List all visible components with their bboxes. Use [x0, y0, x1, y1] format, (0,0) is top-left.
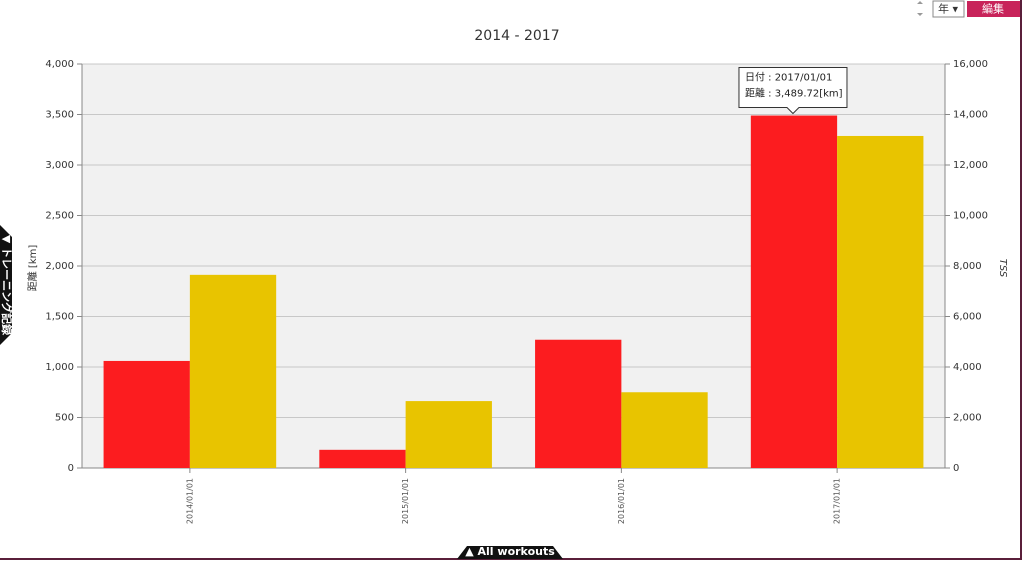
x-tick-label: 2015/01/01	[401, 478, 410, 524]
y-tick-label: 3,500	[45, 110, 74, 121]
edit-button[interactable]	[967, 1, 1020, 17]
tooltip: 日付 : 2017/01/01 距離 : 3,489.72[km]	[738, 67, 848, 115]
side-tab-text: ▼ トレーニング記録	[0, 235, 14, 336]
y2-tick-label: 0	[953, 463, 959, 474]
year-select-text: 年 ▾	[938, 2, 958, 16]
y-axis-label: 距離 [km]	[26, 245, 39, 292]
y2-tick-label: 4,000	[953, 362, 982, 373]
y-tick-label: 500	[55, 413, 74, 424]
y2-tick-label: 12,000	[953, 160, 988, 171]
y-tick-label: 4,000	[45, 59, 74, 70]
edit-button-text: 編集	[982, 2, 1004, 16]
chart-title: 2014 - 2017	[474, 28, 559, 44]
bottom-tab-text: ▲ All workouts	[465, 545, 555, 558]
x-tick-label: 2016/01/01	[617, 478, 626, 524]
tooltip-box	[738, 67, 848, 115]
y-tick-label: 1,000	[45, 362, 74, 373]
y2-tick-label: 2,000	[953, 413, 982, 424]
y2-tick-label: 10,000	[953, 211, 988, 222]
tooltip-text: 距離 : 3,489.72[km]	[745, 87, 843, 100]
y-tick-label: 1,500	[45, 312, 74, 323]
bottom-tab[interactable]	[457, 546, 563, 559]
spinner[interactable]	[917, 1, 923, 16]
y2-tick-label: 16,000	[953, 59, 988, 70]
x-tick-label: 2017/01/01	[833, 478, 842, 524]
chart-layer: 0 500 1,000 1,500 2,000 2,500 3,000 3,500 4,000 0…	[45, 59, 988, 524]
bar	[405, 401, 492, 468]
x-tick-label: 2014/01/01	[185, 478, 194, 524]
tooltip-text: 日付 : 2017/01/01	[745, 71, 832, 84]
y-tick-label: 2,000	[45, 261, 74, 272]
y-tick-label: 3,000	[45, 160, 74, 171]
bar	[535, 339, 622, 468]
y-tick-label: 2,500	[45, 211, 74, 222]
bar	[837, 135, 924, 468]
bar	[189, 274, 277, 468]
side-tab[interactable]	[0, 225, 12, 345]
y2-tick-label: 8,000	[953, 261, 982, 272]
y-tick-label: 0	[68, 463, 74, 474]
year-select[interactable]	[932, 0, 965, 18]
bar	[319, 449, 406, 468]
y2-tick-label: 14,000	[953, 110, 988, 121]
bar	[103, 360, 190, 468]
bar	[750, 115, 838, 469]
y2-axis-label: TSS	[997, 259, 1008, 278]
y2-tick-label: 6,000	[953, 312, 982, 323]
bar	[621, 392, 708, 468]
